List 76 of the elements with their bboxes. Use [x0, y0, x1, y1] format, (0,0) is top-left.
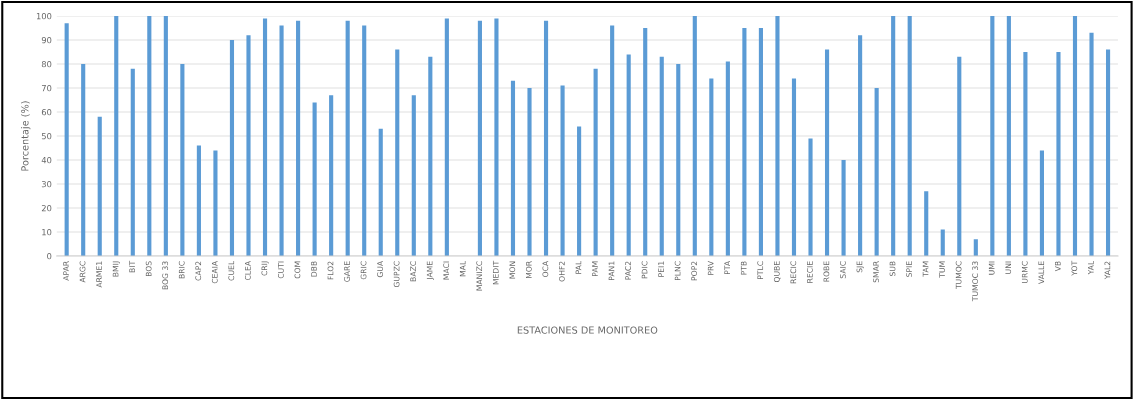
- y-tick-label: 10: [42, 228, 52, 236]
- bar: [824, 49, 830, 256]
- bar: [1023, 52, 1028, 256]
- y-tick-label: 80: [41, 60, 52, 68]
- bar: [593, 68, 598, 256]
- bar: [742, 28, 747, 256]
- bar: [610, 25, 615, 256]
- bar: [659, 56, 664, 256]
- bar: [858, 35, 863, 256]
- bar: [477, 20, 482, 256]
- bar: [874, 88, 879, 256]
- bar: [114, 16, 119, 256]
- bar: [560, 85, 565, 256]
- bar: [775, 16, 780, 256]
- bar: [229, 40, 235, 256]
- bar: [1072, 16, 1078, 256]
- y-axis-title: Porcentaje (%): [21, 101, 31, 171]
- bar: [64, 23, 69, 256]
- bar: [494, 18, 499, 256]
- bar: [196, 145, 201, 256]
- bar: [362, 25, 367, 256]
- bar: [262, 18, 268, 256]
- bar: [312, 102, 317, 256]
- y-tick-label: 60: [41, 108, 52, 116]
- bar: [692, 16, 697, 256]
- bar: [213, 150, 218, 256]
- bar: [957, 56, 962, 256]
- bar: [1006, 16, 1011, 256]
- bar: [973, 239, 978, 256]
- bar: [791, 78, 797, 256]
- bar: [130, 68, 135, 256]
- bar: [709, 78, 714, 256]
- bar: [808, 138, 813, 256]
- y-tick-label: 70: [41, 84, 52, 92]
- bar: [940, 229, 945, 256]
- bar: [246, 35, 251, 256]
- bar: [345, 20, 350, 256]
- bar: [180, 64, 185, 256]
- y-tick-label: 90: [41, 36, 52, 44]
- bar: [395, 49, 400, 256]
- y-tick-label: 0: [47, 252, 52, 260]
- bar: [428, 56, 433, 256]
- bar: [527, 88, 532, 256]
- bar: [411, 95, 416, 256]
- bar: [1039, 150, 1044, 256]
- y-tick-label: 50: [41, 132, 52, 140]
- bar: [543, 20, 549, 256]
- bar: [279, 25, 284, 256]
- x-axis-title: ESTACIONES DE MONITOREO: [517, 326, 658, 334]
- y-tick-label: 30: [41, 180, 52, 188]
- y-tick-label: 40: [41, 156, 52, 164]
- bar: [577, 126, 582, 256]
- bar: [163, 16, 168, 256]
- bar: [510, 80, 516, 256]
- y-tick-label: 100: [36, 12, 52, 20]
- bar: [907, 16, 912, 256]
- bar: [643, 28, 648, 256]
- bar: [81, 64, 86, 256]
- bar: [725, 61, 730, 256]
- y-tick-label: 20: [41, 204, 52, 212]
- bar: [990, 16, 995, 256]
- bar: [626, 54, 631, 256]
- bar: [97, 116, 102, 256]
- bar: [378, 128, 383, 256]
- bar: [1089, 32, 1094, 256]
- bar: [1105, 49, 1111, 256]
- bar: [924, 191, 929, 256]
- bar: [891, 16, 896, 256]
- bar: [1056, 52, 1061, 256]
- bar: [147, 16, 152, 256]
- bar: [329, 95, 334, 256]
- bar: [676, 64, 681, 256]
- bar: [841, 160, 846, 256]
- bar: [296, 20, 301, 256]
- bar: [758, 28, 763, 256]
- bar: [444, 18, 449, 256]
